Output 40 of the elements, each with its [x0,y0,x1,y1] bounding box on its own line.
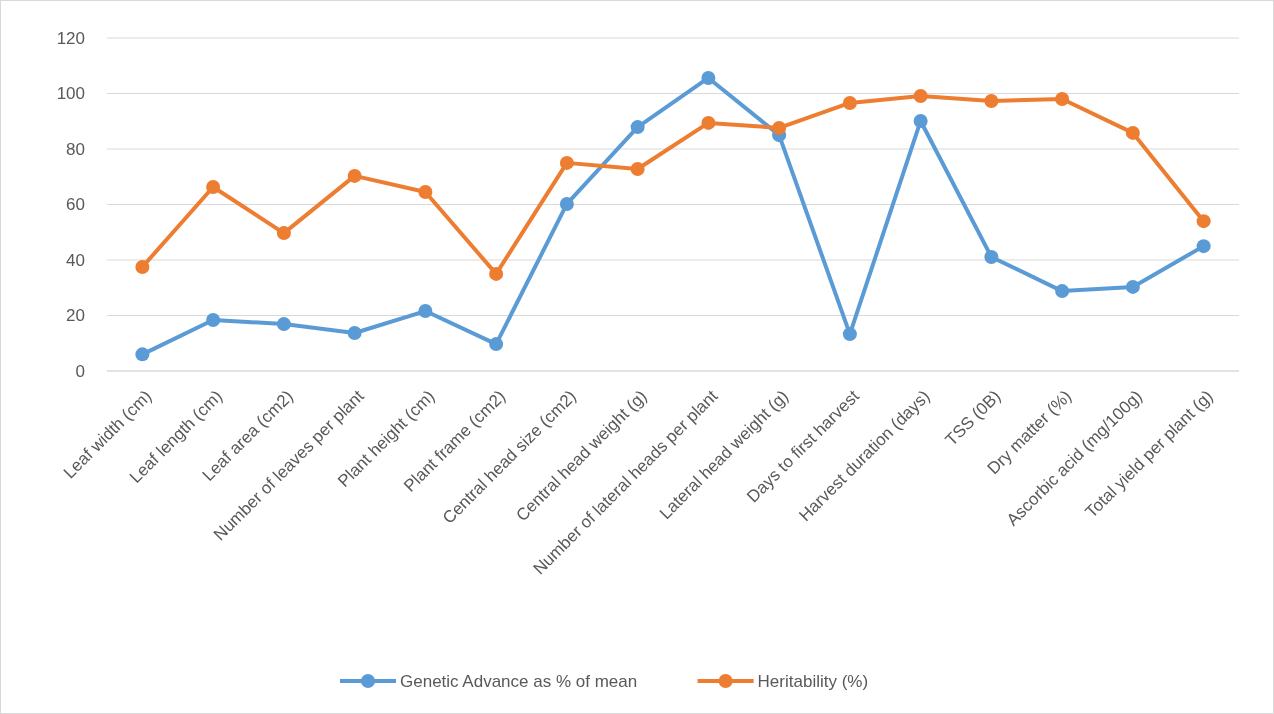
point [418,185,433,200]
legend-label: Genetic Advance as % of mean [400,671,638,691]
point [1055,92,1070,107]
point [559,196,574,211]
point [489,337,504,352]
y-tick-label: 120 [56,28,85,48]
y-tick-label: 0 [75,361,85,381]
point [276,317,291,332]
point [842,327,857,342]
point [1125,125,1140,140]
point [1196,239,1211,254]
point [418,304,433,319]
y-tick-label: 100 [56,84,85,104]
point [842,95,857,110]
point [559,155,574,170]
point [347,325,362,340]
point [701,70,716,85]
point [135,259,150,274]
point [984,249,999,264]
point [913,113,928,128]
point [206,180,221,195]
point [701,115,716,130]
point [772,120,787,135]
legend-label: Heritability (%) [757,671,869,691]
y-tick-label: 20 [66,306,85,326]
point [1055,284,1070,299]
y-tick-label: 60 [66,195,85,215]
point [347,168,362,183]
point [276,226,291,241]
y-tick-label: 80 [66,139,85,159]
point [135,347,150,362]
point [913,89,928,103]
point [630,161,645,176]
point [1125,279,1140,294]
point [489,266,504,281]
point [630,120,645,135]
y-tick-label: 40 [66,250,85,270]
point [206,312,221,327]
point [984,93,999,108]
point [1196,214,1211,229]
